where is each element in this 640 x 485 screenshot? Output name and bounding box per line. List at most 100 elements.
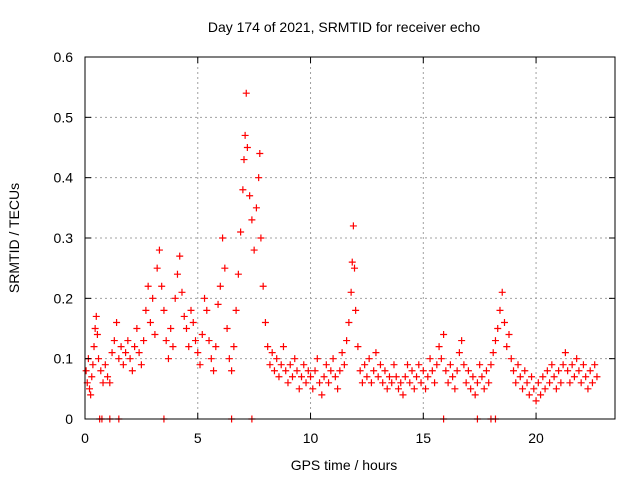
data-point: [291, 355, 299, 363]
data-point: [392, 373, 400, 381]
data-point: [367, 379, 375, 387]
data-point: [155, 246, 163, 254]
data-point: [95, 355, 103, 363]
data-point: [541, 385, 549, 393]
data-point: [500, 318, 508, 326]
data-point: [205, 337, 213, 345]
data-point: [189, 318, 197, 326]
data-point: [256, 150, 264, 158]
x-tick-label: 15: [416, 430, 432, 446]
data-point: [363, 373, 371, 381]
data-point: [451, 385, 459, 393]
data-point: [180, 312, 188, 320]
data-point: [151, 331, 159, 339]
data-point: [498, 288, 506, 296]
data-point: [273, 355, 281, 363]
data-point: [433, 361, 441, 369]
data-point: [104, 373, 112, 381]
data-point: [530, 385, 538, 393]
data-point: [266, 361, 274, 369]
data-point: [449, 373, 457, 381]
data-point: [419, 367, 427, 375]
data-point: [117, 343, 125, 351]
data-point: [593, 373, 601, 381]
data-point: [437, 355, 445, 363]
data-point: [485, 379, 493, 387]
data-point: [88, 373, 96, 381]
data-point: [379, 379, 387, 387]
data-point: [435, 343, 443, 351]
data-point: [394, 385, 402, 393]
data-point: [575, 367, 583, 375]
data-point: [242, 89, 250, 97]
data-point: [99, 379, 107, 387]
data-point: [473, 379, 481, 387]
data-point: [234, 270, 242, 278]
data-point: [491, 337, 499, 345]
data-point: [586, 367, 594, 375]
data-point: [318, 391, 326, 399]
data-point: [264, 343, 272, 351]
data-point: [92, 312, 100, 320]
data-point: [345, 318, 353, 326]
data-point: [431, 379, 439, 387]
y-axis-label: SRMTID / TECUs: [6, 183, 22, 293]
data-point: [559, 361, 567, 369]
data-point: [185, 343, 193, 351]
data-point: [505, 331, 513, 339]
data-point: [279, 343, 287, 351]
y-tick-label: 0.5: [54, 109, 74, 125]
data-point: [223, 325, 231, 332]
data-point: [561, 349, 569, 357]
data-point: [426, 355, 434, 363]
data-point: [293, 367, 301, 375]
data-point: [444, 379, 452, 387]
data-point: [406, 379, 414, 387]
data-point: [113, 318, 121, 326]
y-tick-label: 0.6: [54, 49, 74, 65]
x-tick-label: 20: [528, 430, 544, 446]
data-point: [131, 343, 139, 351]
chart-title: Day 174 of 2021, SRMTID for receiver ech…: [208, 19, 481, 35]
data-point: [365, 355, 373, 363]
data-point: [225, 355, 233, 363]
data-point: [277, 361, 285, 369]
data-point: [512, 379, 520, 387]
data-point: [140, 337, 148, 345]
data-point: [557, 379, 565, 387]
data-point: [210, 367, 218, 375]
data-point: [93, 331, 101, 339]
data-point: [343, 337, 351, 345]
data-point: [91, 325, 99, 332]
data-point: [478, 373, 486, 381]
data-point: [494, 325, 502, 332]
data-point: [516, 373, 524, 381]
data-point: [358, 379, 366, 387]
data-point: [128, 367, 136, 375]
data-point: [458, 337, 466, 345]
data-point: [469, 373, 477, 381]
data-point: [348, 258, 356, 266]
data-point: [383, 385, 391, 393]
data-point: [336, 367, 344, 375]
data-point: [588, 379, 596, 387]
data-point: [97, 367, 105, 375]
data-point: [196, 361, 204, 369]
data-point: [564, 367, 572, 375]
data-point: [171, 294, 179, 302]
data-point: [239, 186, 247, 194]
x-axis-label: GPS time / hours: [291, 457, 398, 473]
data-point: [413, 373, 421, 381]
y-tick-label: 0.3: [54, 230, 74, 246]
data-point: [275, 373, 283, 381]
data-point: [248, 216, 256, 224]
data-point: [327, 367, 335, 375]
data-point: [108, 349, 116, 357]
data-point: [408, 367, 416, 375]
data-point: [198, 331, 206, 339]
data-point: [320, 373, 328, 381]
x-tick-label: 0: [81, 430, 89, 446]
data-point: [552, 385, 560, 393]
data-point: [322, 361, 330, 369]
data-point: [370, 367, 378, 375]
